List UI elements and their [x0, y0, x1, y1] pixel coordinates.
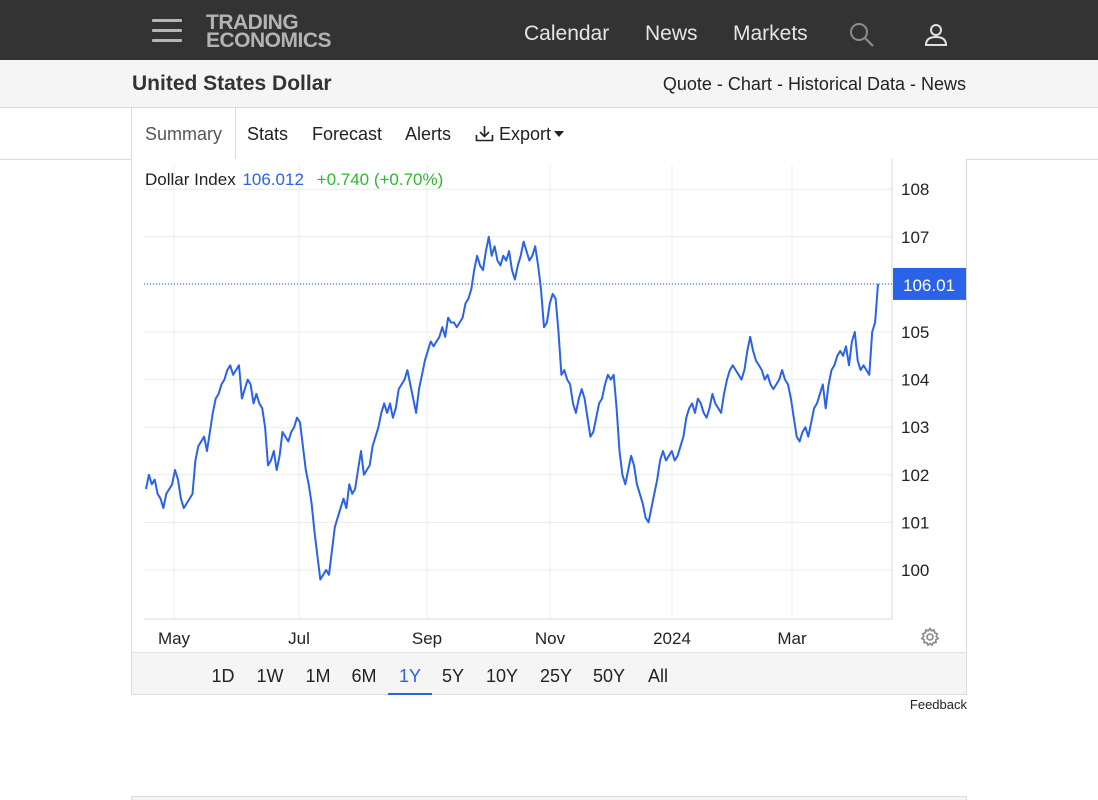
- range-6m[interactable]: 6M: [351, 666, 377, 686]
- x-tick-label: May: [158, 629, 191, 648]
- tabs-row: Summary Stats Forecast Alerts Export: [0, 108, 1098, 161]
- top-navbar: TRADING ECONOMICS Calendar News Markets: [0, 0, 1098, 60]
- y-tick-label: 104: [901, 371, 929, 390]
- y-tick-label: 108: [901, 180, 929, 199]
- logo-line-2: ECONOMICS: [206, 29, 332, 52]
- y-tick-label: 101: [901, 513, 929, 532]
- range-25y[interactable]: 25Y: [539, 666, 573, 686]
- y-tick-label: 102: [901, 466, 929, 485]
- range-50y[interactable]: 50Y: [592, 666, 626, 686]
- tab-alerts[interactable]: Alerts: [405, 124, 452, 144]
- nav-link-news[interactable]: News: [645, 22, 698, 45]
- tab-stats[interactable]: Stats: [247, 124, 289, 144]
- chart-legend: Dollar Index 106.012 +0.740 (+0.70%): [145, 170, 443, 190]
- range-1w[interactable]: 1W: [256, 666, 284, 686]
- last-value-label: 106.01: [903, 276, 955, 295]
- crumb-separator: -: [771, 74, 788, 94]
- series-line[interactable]: [145, 235, 879, 581]
- feedback-link[interactable]: Feedback: [909, 697, 967, 712]
- x-tick-label: 2024: [653, 629, 691, 648]
- price-chart[interactable]: 100101102103104105106107108MayJulSepNov2…: [132, 159, 966, 652]
- user-icon[interactable]: [923, 22, 949, 48]
- crumb-separator: -: [904, 74, 921, 94]
- x-tick-label: Mar: [777, 629, 807, 648]
- nav-link-markets[interactable]: Markets: [733, 22, 808, 45]
- last-value-badge: [893, 267, 966, 300]
- tab-export[interactable]: Export: [475, 108, 565, 160]
- crumb-news[interactable]: News: [920, 74, 966, 94]
- range-10y[interactable]: 10Y: [485, 666, 519, 686]
- series-change: +0.740 (+0.70%): [316, 170, 444, 189]
- tab-export-label: Export: [499, 124, 552, 144]
- download-icon: [475, 126, 494, 142]
- gear-icon[interactable]: [920, 627, 940, 647]
- x-tick-label: Nov: [535, 629, 566, 648]
- next-section-edge: [131, 796, 967, 800]
- x-tick-label: Jul: [288, 629, 310, 648]
- y-tick-label: 107: [901, 228, 929, 247]
- range-5y[interactable]: 5Y: [441, 666, 465, 686]
- crumb-historical-data[interactable]: Historical Data: [787, 74, 905, 94]
- series-value: 106.012: [242, 170, 304, 189]
- nav-link-calendar[interactable]: Calendar: [524, 22, 610, 45]
- range-1y[interactable]: 1Y: [388, 653, 432, 695]
- x-tick-label: Sep: [412, 629, 442, 648]
- range-1m[interactable]: 1M: [305, 666, 331, 686]
- crumb-quote[interactable]: Quote: [662, 74, 712, 94]
- tab-forecast[interactable]: Forecast: [312, 124, 383, 144]
- caret-down-icon: [554, 130, 565, 137]
- y-tick-label: 100: [901, 561, 929, 580]
- menu-icon[interactable]: [152, 19, 182, 43]
- title-bar: United States Dollar Quote - Chart - His…: [0, 60, 1098, 108]
- crumb-separator: -: [711, 74, 728, 94]
- range-all[interactable]: All: [647, 666, 668, 686]
- logo-line-1: TRADING: [206, 11, 299, 34]
- tab-summary[interactable]: Summary: [131, 108, 237, 161]
- search-icon[interactable]: [849, 22, 875, 48]
- breadcrumb: Quote - Chart - Historical Data - News: [663, 74, 966, 95]
- series-name: Dollar Index: [145, 170, 236, 189]
- crumb-chart[interactable]: Chart: [727, 74, 772, 94]
- chart-panel: 100101102103104105106107108MayJulSepNov2…: [131, 159, 967, 695]
- y-tick-label: 103: [901, 418, 929, 437]
- range-1d[interactable]: 1D: [211, 666, 235, 686]
- y-tick-label: 105: [901, 323, 929, 342]
- range-selector: 1D 1W 1M 6M 1Y 5Y 10Y 25Y 50Y All: [132, 652, 966, 695]
- logo[interactable]: TRADING ECONOMICS: [206, 11, 332, 52]
- page-title: United States Dollar: [132, 72, 332, 95]
